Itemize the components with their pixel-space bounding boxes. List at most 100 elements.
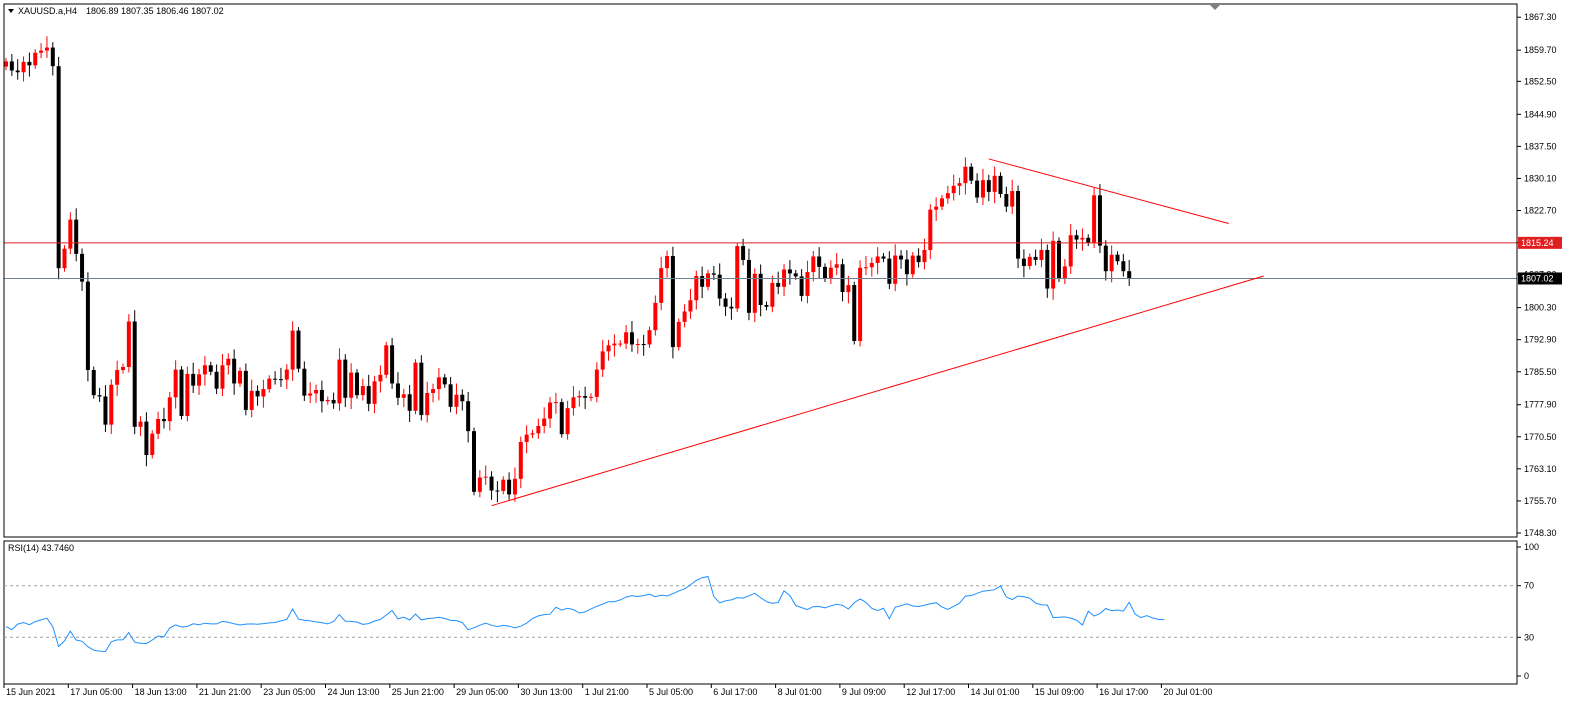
candle-body xyxy=(1127,271,1132,279)
candle-body xyxy=(764,305,769,307)
candle-body xyxy=(553,402,558,404)
candle-body xyxy=(220,365,225,389)
candle-body xyxy=(945,193,950,199)
candle-body xyxy=(858,267,863,341)
candle-body xyxy=(776,282,781,287)
candle-body xyxy=(202,365,207,375)
candle-body xyxy=(969,166,974,181)
candle-body xyxy=(893,255,898,284)
candle-body xyxy=(179,369,184,416)
candle-body xyxy=(565,408,570,435)
candle-body xyxy=(746,259,751,313)
candle-body xyxy=(325,399,330,402)
candle-body xyxy=(530,433,535,435)
candle-body xyxy=(1080,237,1085,240)
candle-body xyxy=(723,298,728,307)
candle-body xyxy=(27,61,32,66)
candle-body xyxy=(261,389,266,397)
candle-body xyxy=(1045,249,1050,289)
candle-body xyxy=(1121,261,1126,272)
candle-body xyxy=(589,396,593,398)
scroll-marker-icon[interactable] xyxy=(1210,5,1220,10)
candle-body xyxy=(284,369,289,380)
time-tick-label: 15 Jun 2021 xyxy=(6,687,56,697)
price-tick-label: 1852.50 xyxy=(1524,76,1557,86)
candle-body xyxy=(729,306,734,309)
candle-body xyxy=(992,175,997,192)
candle-body xyxy=(21,61,26,73)
price-pane-frame xyxy=(3,3,1518,538)
time-tick-label: 8 Jul 01:00 xyxy=(778,687,822,697)
candle-body xyxy=(536,425,541,434)
candle-body xyxy=(431,389,436,393)
candle-body xyxy=(501,479,506,491)
price-tick-label: 1844.90 xyxy=(1524,109,1557,119)
candle-body xyxy=(472,431,476,492)
candle-body xyxy=(197,374,202,386)
candle-body xyxy=(571,397,576,409)
candle-body xyxy=(618,343,623,345)
candle-body xyxy=(384,345,389,375)
dropdown-triangle-icon[interactable] xyxy=(8,9,14,13)
candle-body xyxy=(360,386,365,396)
candle-body xyxy=(875,256,880,263)
candle-body xyxy=(185,373,190,416)
candle-body xyxy=(817,256,822,267)
candle-body xyxy=(407,394,412,411)
candle-body xyxy=(910,255,915,275)
candle-body xyxy=(226,358,231,366)
candle-body xyxy=(1092,195,1097,243)
rsi-series xyxy=(5,575,1165,653)
price-tick-label: 1785.50 xyxy=(1524,367,1557,377)
candle-body xyxy=(980,180,985,198)
candle-body xyxy=(80,253,85,282)
candle-body xyxy=(232,358,237,384)
candle-body xyxy=(39,50,44,53)
candle-body xyxy=(337,359,342,404)
candle-body xyxy=(1109,254,1114,272)
candle-body xyxy=(50,47,55,67)
candle-body xyxy=(56,66,61,269)
candle-body xyxy=(103,396,108,425)
candle-body xyxy=(372,381,377,404)
time-tick-label: 6 Jul 17:00 xyxy=(713,687,757,697)
candle-body xyxy=(735,246,740,309)
price-tick-label: 1822.70 xyxy=(1524,206,1557,216)
price-tick-label: 1755.70 xyxy=(1524,496,1557,506)
rsi-tick-label: 70 xyxy=(1524,581,1534,591)
candle-body xyxy=(583,396,588,398)
candle-body xyxy=(752,273,757,313)
candle-body xyxy=(319,389,324,402)
candle-body xyxy=(741,246,746,260)
candle-body xyxy=(1016,191,1021,259)
candle-body xyxy=(44,47,49,51)
current-price-label: 1807.02 xyxy=(1521,273,1554,283)
candle-body xyxy=(612,343,617,346)
time-tick-label: 29 Jun 05:00 xyxy=(456,687,508,697)
rsi-tick-label: 100 xyxy=(1524,542,1539,552)
candle-body xyxy=(1068,235,1073,267)
candle-body xyxy=(934,206,939,210)
candle-body xyxy=(138,421,143,427)
candle-body xyxy=(448,384,453,407)
candle-body xyxy=(706,273,710,287)
candle-body xyxy=(787,269,792,274)
candle-body xyxy=(395,383,400,398)
ohlc-readout: 1806.89 1807.35 1806.46 1807.02 xyxy=(86,6,224,16)
symbol-label[interactable]: XAUUSD.a,H4 xyxy=(18,6,77,16)
rsi-line xyxy=(5,575,1165,653)
candle-body xyxy=(366,386,371,404)
candle-body xyxy=(1021,258,1026,266)
candle-body xyxy=(863,267,868,269)
candle-body xyxy=(711,273,716,275)
time-tick-label: 1 Jul 21:00 xyxy=(585,687,629,697)
candle-body xyxy=(91,370,96,396)
candle-body xyxy=(758,273,763,306)
candle-body xyxy=(1010,191,1015,207)
candle-body xyxy=(483,476,488,478)
candle-body xyxy=(904,259,909,275)
rsi-tick-label: 0 xyxy=(1524,671,1529,681)
